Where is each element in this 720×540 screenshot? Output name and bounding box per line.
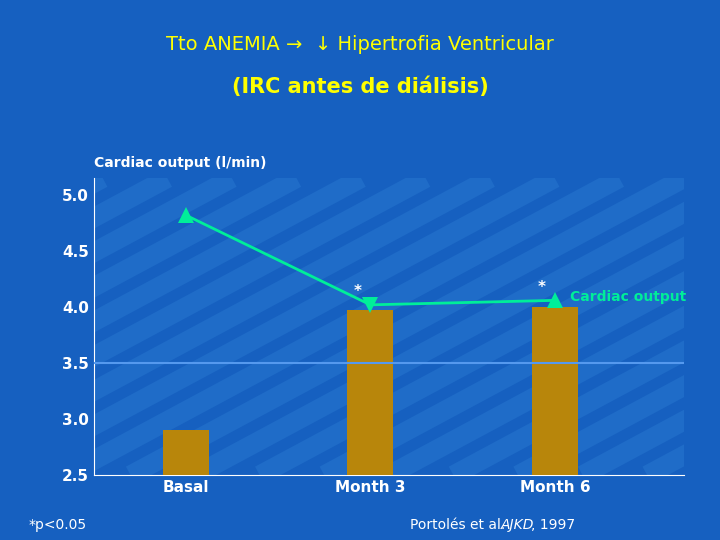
Text: Tto ANEMIA →  ↓ Hipertrofia Ventricular: Tto ANEMIA → ↓ Hipertrofia Ventricular	[166, 35, 554, 54]
Text: , 1997: , 1997	[531, 518, 575, 532]
Bar	[532, 307, 578, 540]
Text: Portolés et al.: Portolés et al.	[410, 518, 510, 532]
Text: Cardiac output: Cardiac output	[570, 290, 686, 304]
Text: *: *	[354, 284, 361, 299]
Bar	[163, 430, 209, 540]
Text: *p<0.05: *p<0.05	[29, 518, 87, 532]
Text: *: *	[538, 280, 546, 295]
Text: Cardiac output (l/min): Cardiac output (l/min)	[94, 156, 266, 170]
Text: (IRC antes de diálisis): (IRC antes de diálisis)	[232, 77, 488, 97]
Text: AJKD: AJKD	[500, 518, 534, 532]
Bar	[347, 310, 393, 540]
